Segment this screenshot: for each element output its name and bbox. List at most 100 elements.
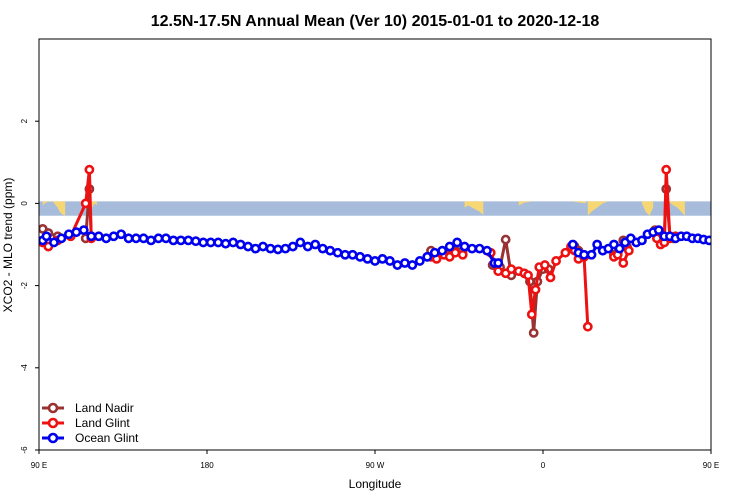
legend-swatch-marker bbox=[47, 432, 59, 444]
data-point-ocean-glint bbox=[302, 241, 313, 252]
y-tick-label: -4 bbox=[20, 364, 29, 372]
data-point-ocean-glint bbox=[138, 233, 149, 244]
legend-swatch-marker bbox=[47, 402, 59, 414]
data-point-ocean-glint bbox=[295, 237, 306, 248]
land-mask-segment-6 bbox=[666, 201, 685, 216]
data-point-ocean-glint bbox=[280, 243, 291, 254]
data-point-ocean-glint bbox=[228, 237, 239, 248]
data-point-ocean-glint bbox=[243, 241, 253, 252]
data-point-ocean-glint bbox=[175, 235, 186, 246]
ocean-band bbox=[39, 201, 711, 216]
data-point-ocean-glint bbox=[250, 243, 261, 254]
land-mask-segment-2 bbox=[464, 201, 484, 215]
data-point-ocean-glint bbox=[213, 237, 224, 248]
x-tick-label: 90 E bbox=[31, 461, 47, 470]
data-point-land-nadir bbox=[528, 327, 539, 338]
data-point-ocean-glint bbox=[310, 239, 321, 250]
data-point-ocean-glint bbox=[190, 236, 201, 247]
data-point-land-glint bbox=[618, 258, 629, 268]
data-point-ocean-glint bbox=[579, 249, 589, 260]
data-point-land-glint bbox=[623, 245, 634, 256]
data-point-ocean-glint bbox=[71, 227, 82, 238]
data-point-ocean-glint bbox=[399, 258, 410, 268]
data-point-ocean-glint bbox=[362, 253, 373, 264]
data-point-land-nadir bbox=[500, 234, 511, 245]
x-tick-label: 90 E bbox=[703, 461, 719, 470]
land-mask-segment-4 bbox=[587, 201, 609, 216]
data-point-land-glint bbox=[523, 270, 533, 281]
data-point-ocean-glint bbox=[265, 243, 276, 254]
data-point-ocean-glint bbox=[287, 241, 298, 252]
y-tick-label: 0 bbox=[20, 201, 29, 206]
data-point-land-glint bbox=[661, 164, 672, 175]
y-tick-label: -2 bbox=[20, 281, 29, 289]
data-point-land-glint bbox=[493, 266, 504, 277]
data-point-ocean-glint bbox=[198, 237, 209, 248]
data-point-ocean-glint bbox=[146, 235, 156, 246]
chart-title: 12.5N-17.5N Annual Mean (Ver 10) 2015-01… bbox=[151, 13, 600, 30]
data-point-land-glint bbox=[582, 321, 593, 332]
data-point-ocean-glint bbox=[355, 251, 365, 262]
data-point-ocean-glint bbox=[429, 247, 440, 258]
data-point-ocean-glint bbox=[325, 245, 336, 256]
data-point-ocean-glint bbox=[86, 231, 97, 242]
data-point-ocean-glint bbox=[444, 241, 455, 252]
data-point-ocean-glint bbox=[168, 235, 179, 246]
data-point-ocean-glint bbox=[414, 256, 425, 266]
legend-label: Land Glint bbox=[75, 416, 130, 430]
series-layer bbox=[39, 164, 711, 338]
data-point-ocean-glint bbox=[205, 237, 216, 248]
data-point-ocean-glint bbox=[317, 243, 328, 254]
data-point-ocean-glint bbox=[49, 237, 59, 248]
data-point-ocean-glint bbox=[422, 251, 433, 262]
data-point-ocean-glint bbox=[586, 249, 597, 260]
data-point-ocean-glint bbox=[467, 243, 477, 254]
y-tick-label: -6 bbox=[20, 446, 29, 454]
data-point-ocean-glint bbox=[370, 256, 380, 266]
land-mask bbox=[42, 201, 685, 216]
land-mask-segment-3 bbox=[518, 201, 586, 206]
data-point-land-glint bbox=[80, 198, 91, 209]
data-point-ocean-glint bbox=[153, 233, 164, 244]
data-point-land-glint bbox=[530, 284, 541, 295]
data-point-ocean-glint bbox=[131, 233, 141, 244]
plot-background bbox=[39, 201, 711, 216]
y-axis: -6 -4 -2 0 2 bbox=[20, 118, 39, 454]
data-point-ocean-glint bbox=[332, 247, 343, 258]
data-point-ocean-glint bbox=[385, 256, 395, 266]
data-point-ocean-glint bbox=[340, 249, 351, 260]
data-point-land-glint bbox=[539, 260, 550, 270]
data-point-ocean-glint bbox=[273, 244, 283, 255]
data-point-ocean-glint bbox=[116, 229, 127, 240]
data-point-ocean-glint bbox=[93, 231, 104, 242]
land-mask-segment-5 bbox=[641, 201, 654, 216]
data-point-ocean-glint bbox=[637, 235, 647, 246]
data-point-ocean-glint bbox=[56, 233, 67, 244]
y-tick-label: 2 bbox=[20, 118, 29, 123]
legend-item-land-nadir: Land Nadir bbox=[42, 401, 134, 415]
legend-item-ocean-glint: Ocean Glint bbox=[42, 431, 139, 445]
y-axis-label: XCO2 - MLO trend (ppm) bbox=[1, 178, 15, 313]
legend-item-land-glint: Land Glint bbox=[42, 416, 130, 430]
x-tick-label: 0 bbox=[541, 461, 546, 470]
data-point-ocean-glint bbox=[161, 233, 171, 244]
data-point-ocean-glint bbox=[592, 239, 603, 250]
data-point-ocean-glint bbox=[220, 238, 231, 249]
data-point-ocean-glint bbox=[614, 243, 625, 254]
data-point-ocean-glint bbox=[437, 245, 448, 256]
data-point-ocean-glint bbox=[258, 241, 268, 252]
legend-label: Land Nadir bbox=[75, 401, 134, 415]
data-point-land-glint bbox=[526, 309, 537, 320]
data-point-land-glint bbox=[560, 247, 571, 258]
data-point-ocean-glint bbox=[101, 233, 112, 244]
data-point-ocean-glint bbox=[78, 225, 89, 236]
data-point-ocean-glint bbox=[377, 253, 388, 264]
x-axis-label: Longitude bbox=[349, 477, 402, 491]
data-point-ocean-glint bbox=[183, 235, 194, 246]
legend-label: Ocean Glint bbox=[75, 431, 139, 445]
legend-swatch-marker bbox=[47, 417, 59, 429]
data-point-ocean-glint bbox=[474, 243, 485, 254]
data-point-ocean-glint bbox=[482, 245, 492, 256]
data-point-land-glint bbox=[506, 264, 517, 275]
